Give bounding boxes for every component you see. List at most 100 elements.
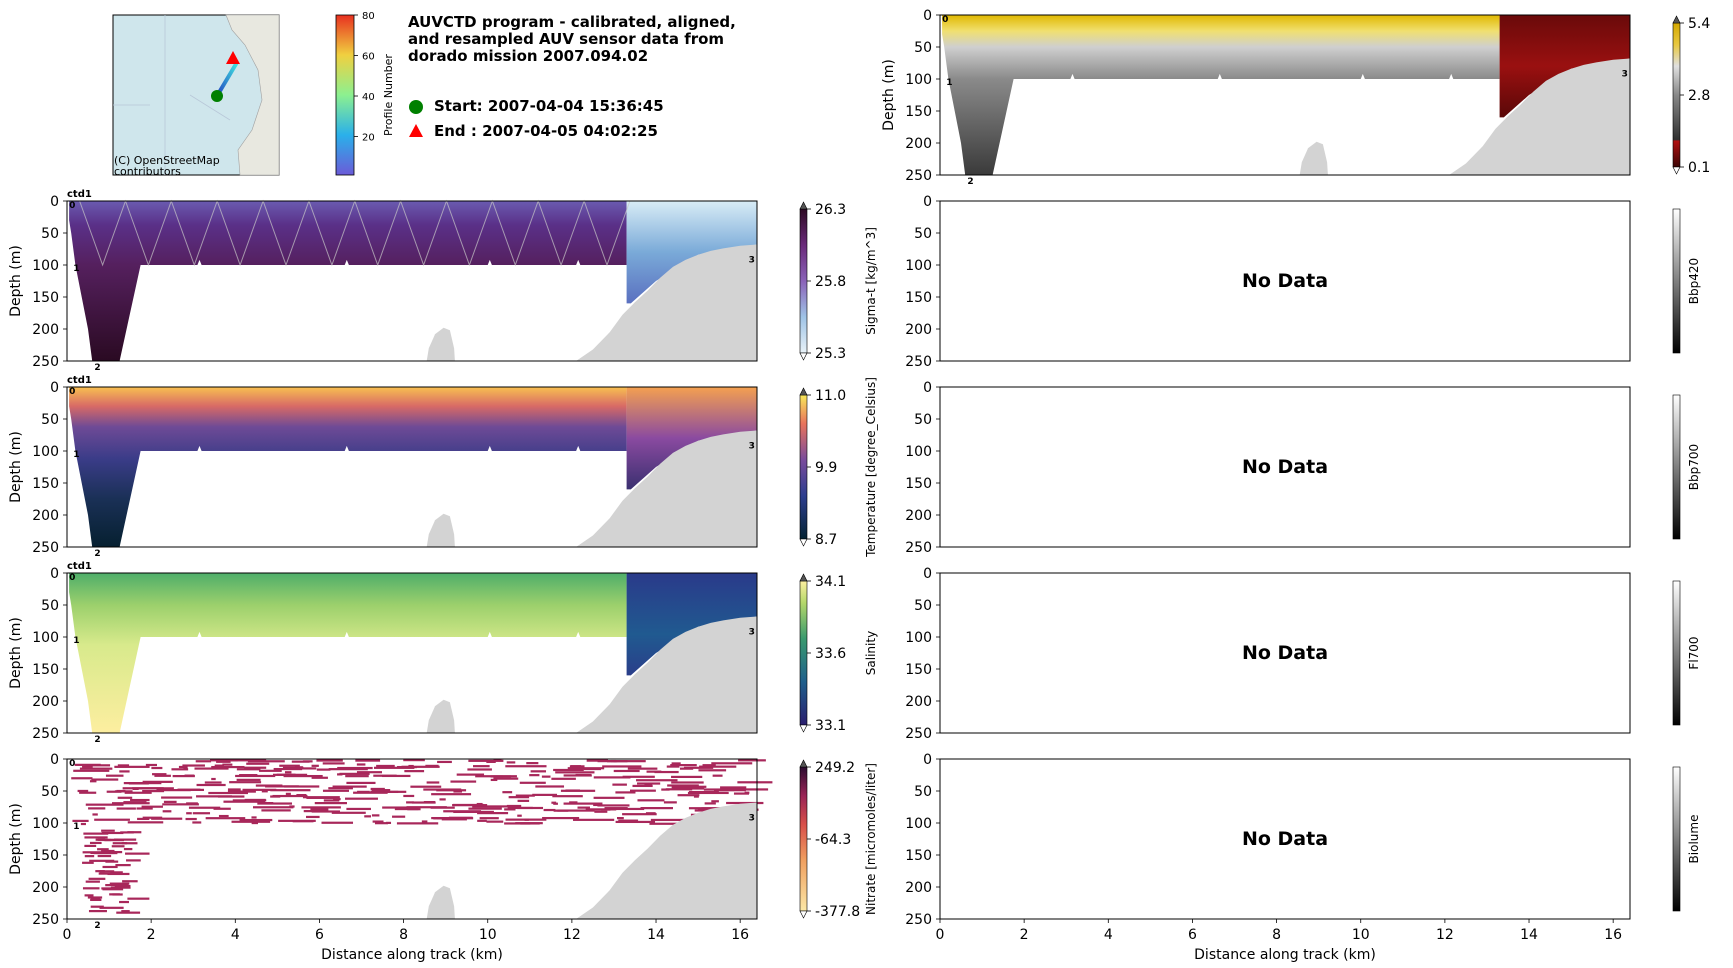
colorbar-extend-top <box>1672 15 1681 24</box>
nitrate-cell <box>272 794 308 798</box>
nitrate-cell <box>322 762 345 765</box>
nitrate-cell <box>654 770 679 774</box>
y-axis-label: Depth (m) <box>881 59 897 131</box>
nitrate-cell <box>477 812 509 815</box>
nitrate-cell <box>97 854 112 858</box>
nitrate-cell <box>273 767 303 771</box>
coastal-field <box>626 387 757 490</box>
nitrate-cell <box>226 759 267 762</box>
profile-number-label: 0 <box>942 15 948 25</box>
profile-number-label: 0 <box>69 201 75 211</box>
colorbar: 5.42.80.1Dissolved Oxygen [ml/l] <box>1672 15 1710 176</box>
map-credit: contributors <box>114 165 181 178</box>
nitrate-cell <box>316 759 343 762</box>
legend-end-marker <box>409 124 423 137</box>
colorbar-label: Bbp420 <box>1687 258 1701 304</box>
y-tick-label: 100 <box>905 816 932 832</box>
y-tick-label: 200 <box>32 322 59 338</box>
colorbar-extend-bottom <box>799 352 808 361</box>
nitrate-cell <box>504 808 516 811</box>
nitrate-cell <box>316 768 331 771</box>
y-tick-label: 200 <box>905 880 932 896</box>
figure-title-line: and resampled AUV sensor data from <box>408 30 724 48</box>
seafloor-hump <box>426 513 455 547</box>
y-axis-label: Depth (m) <box>8 431 24 503</box>
seafloor-hump <box>1299 141 1328 175</box>
colorbar-tick-label: 33.1 <box>815 718 846 734</box>
nitrate-cell <box>84 894 94 897</box>
profile-number-label: 0 <box>69 759 75 769</box>
nitrate-cell <box>188 806 221 809</box>
seafloor-shelf <box>576 616 757 733</box>
y-tick-label: 150 <box>905 848 932 864</box>
y-tick-label: 150 <box>905 290 932 306</box>
colorbar-tick-label: 5.4 <box>1688 16 1710 32</box>
nitrate-cell <box>490 778 498 782</box>
nitrate-cell <box>211 765 245 769</box>
nitrate-cell <box>328 768 368 771</box>
nitrate-cell <box>156 789 191 792</box>
nitrate-cell <box>255 784 283 787</box>
nitrate-cell <box>733 792 749 795</box>
section-field <box>942 15 1500 175</box>
x-axis-label: Distance along track (km) <box>1194 947 1376 963</box>
nitrate-cell <box>227 790 256 793</box>
colorbar: Fl700 <box>1672 580 1701 726</box>
nitrate-cell <box>127 897 150 900</box>
nitrate-cell <box>106 790 122 793</box>
y-tick-label: 250 <box>32 726 59 742</box>
nitrate-cell <box>542 816 580 820</box>
y-tick-label: 50 <box>914 598 932 614</box>
nitrate-cell <box>337 773 343 776</box>
x-tick-label: 6 <box>315 927 324 943</box>
x-tick-label: 16 <box>731 927 749 943</box>
nitrate-cell <box>102 865 118 869</box>
nitrate-cell <box>364 815 371 818</box>
nitrate-cell <box>456 773 485 776</box>
colorbar-tick-label: 25.3 <box>815 346 846 362</box>
nitrate-cell <box>411 801 436 804</box>
profile-number-label: 3 <box>1622 70 1628 80</box>
nitrate-cell <box>291 760 310 763</box>
nitrate-cell <box>195 760 212 763</box>
nitrate-cell <box>261 790 268 793</box>
nitrate-cell <box>601 808 611 811</box>
y-tick-label: 100 <box>32 444 59 460</box>
nitrate-cell <box>111 845 125 848</box>
colorbar: 11.0 9.9 8.7 Temperature [degree_Celsius] <box>799 377 878 558</box>
x-tick-label: 6 <box>1188 927 1197 943</box>
y-tick-label: 0 <box>50 380 59 396</box>
y-tick-label: 250 <box>905 354 932 370</box>
y-tick-label: 200 <box>32 694 59 710</box>
y-tick-label: 50 <box>41 412 59 428</box>
nitrate-cell <box>333 798 341 801</box>
nitrate-cell <box>98 872 111 875</box>
profile-colorbar-label: Profile Number <box>382 54 395 136</box>
nitrate-cell <box>292 767 317 770</box>
coastal-field <box>626 201 757 304</box>
nitrate-cell <box>101 829 115 832</box>
plot-frame <box>939 572 1631 734</box>
nitrate-cell <box>192 821 202 824</box>
y-tick-label: 0 <box>923 8 932 24</box>
y-tick-label: 100 <box>905 444 932 460</box>
nitrate-cell <box>99 870 115 873</box>
nitrate-cell <box>252 806 294 809</box>
nitrate-cell <box>450 780 477 783</box>
nitrate-cell <box>182 764 205 767</box>
nitrate-cell <box>331 811 366 814</box>
nitrate-cell <box>671 762 681 765</box>
nitrate-cell <box>560 789 596 792</box>
nitrate-cell <box>82 765 93 768</box>
colorbar-extend-top <box>799 573 808 582</box>
nitrate-cell <box>563 802 603 805</box>
y-tick-label: 50 <box>41 598 59 614</box>
nitrate-cell <box>337 766 373 770</box>
map-start-marker <box>211 90 223 102</box>
nitrate-cell <box>283 774 323 778</box>
nitrate-cell <box>71 777 93 780</box>
nitrate-cell <box>310 807 326 811</box>
nitrate-cell <box>122 787 164 790</box>
no-data-text: No Data <box>1242 456 1328 478</box>
